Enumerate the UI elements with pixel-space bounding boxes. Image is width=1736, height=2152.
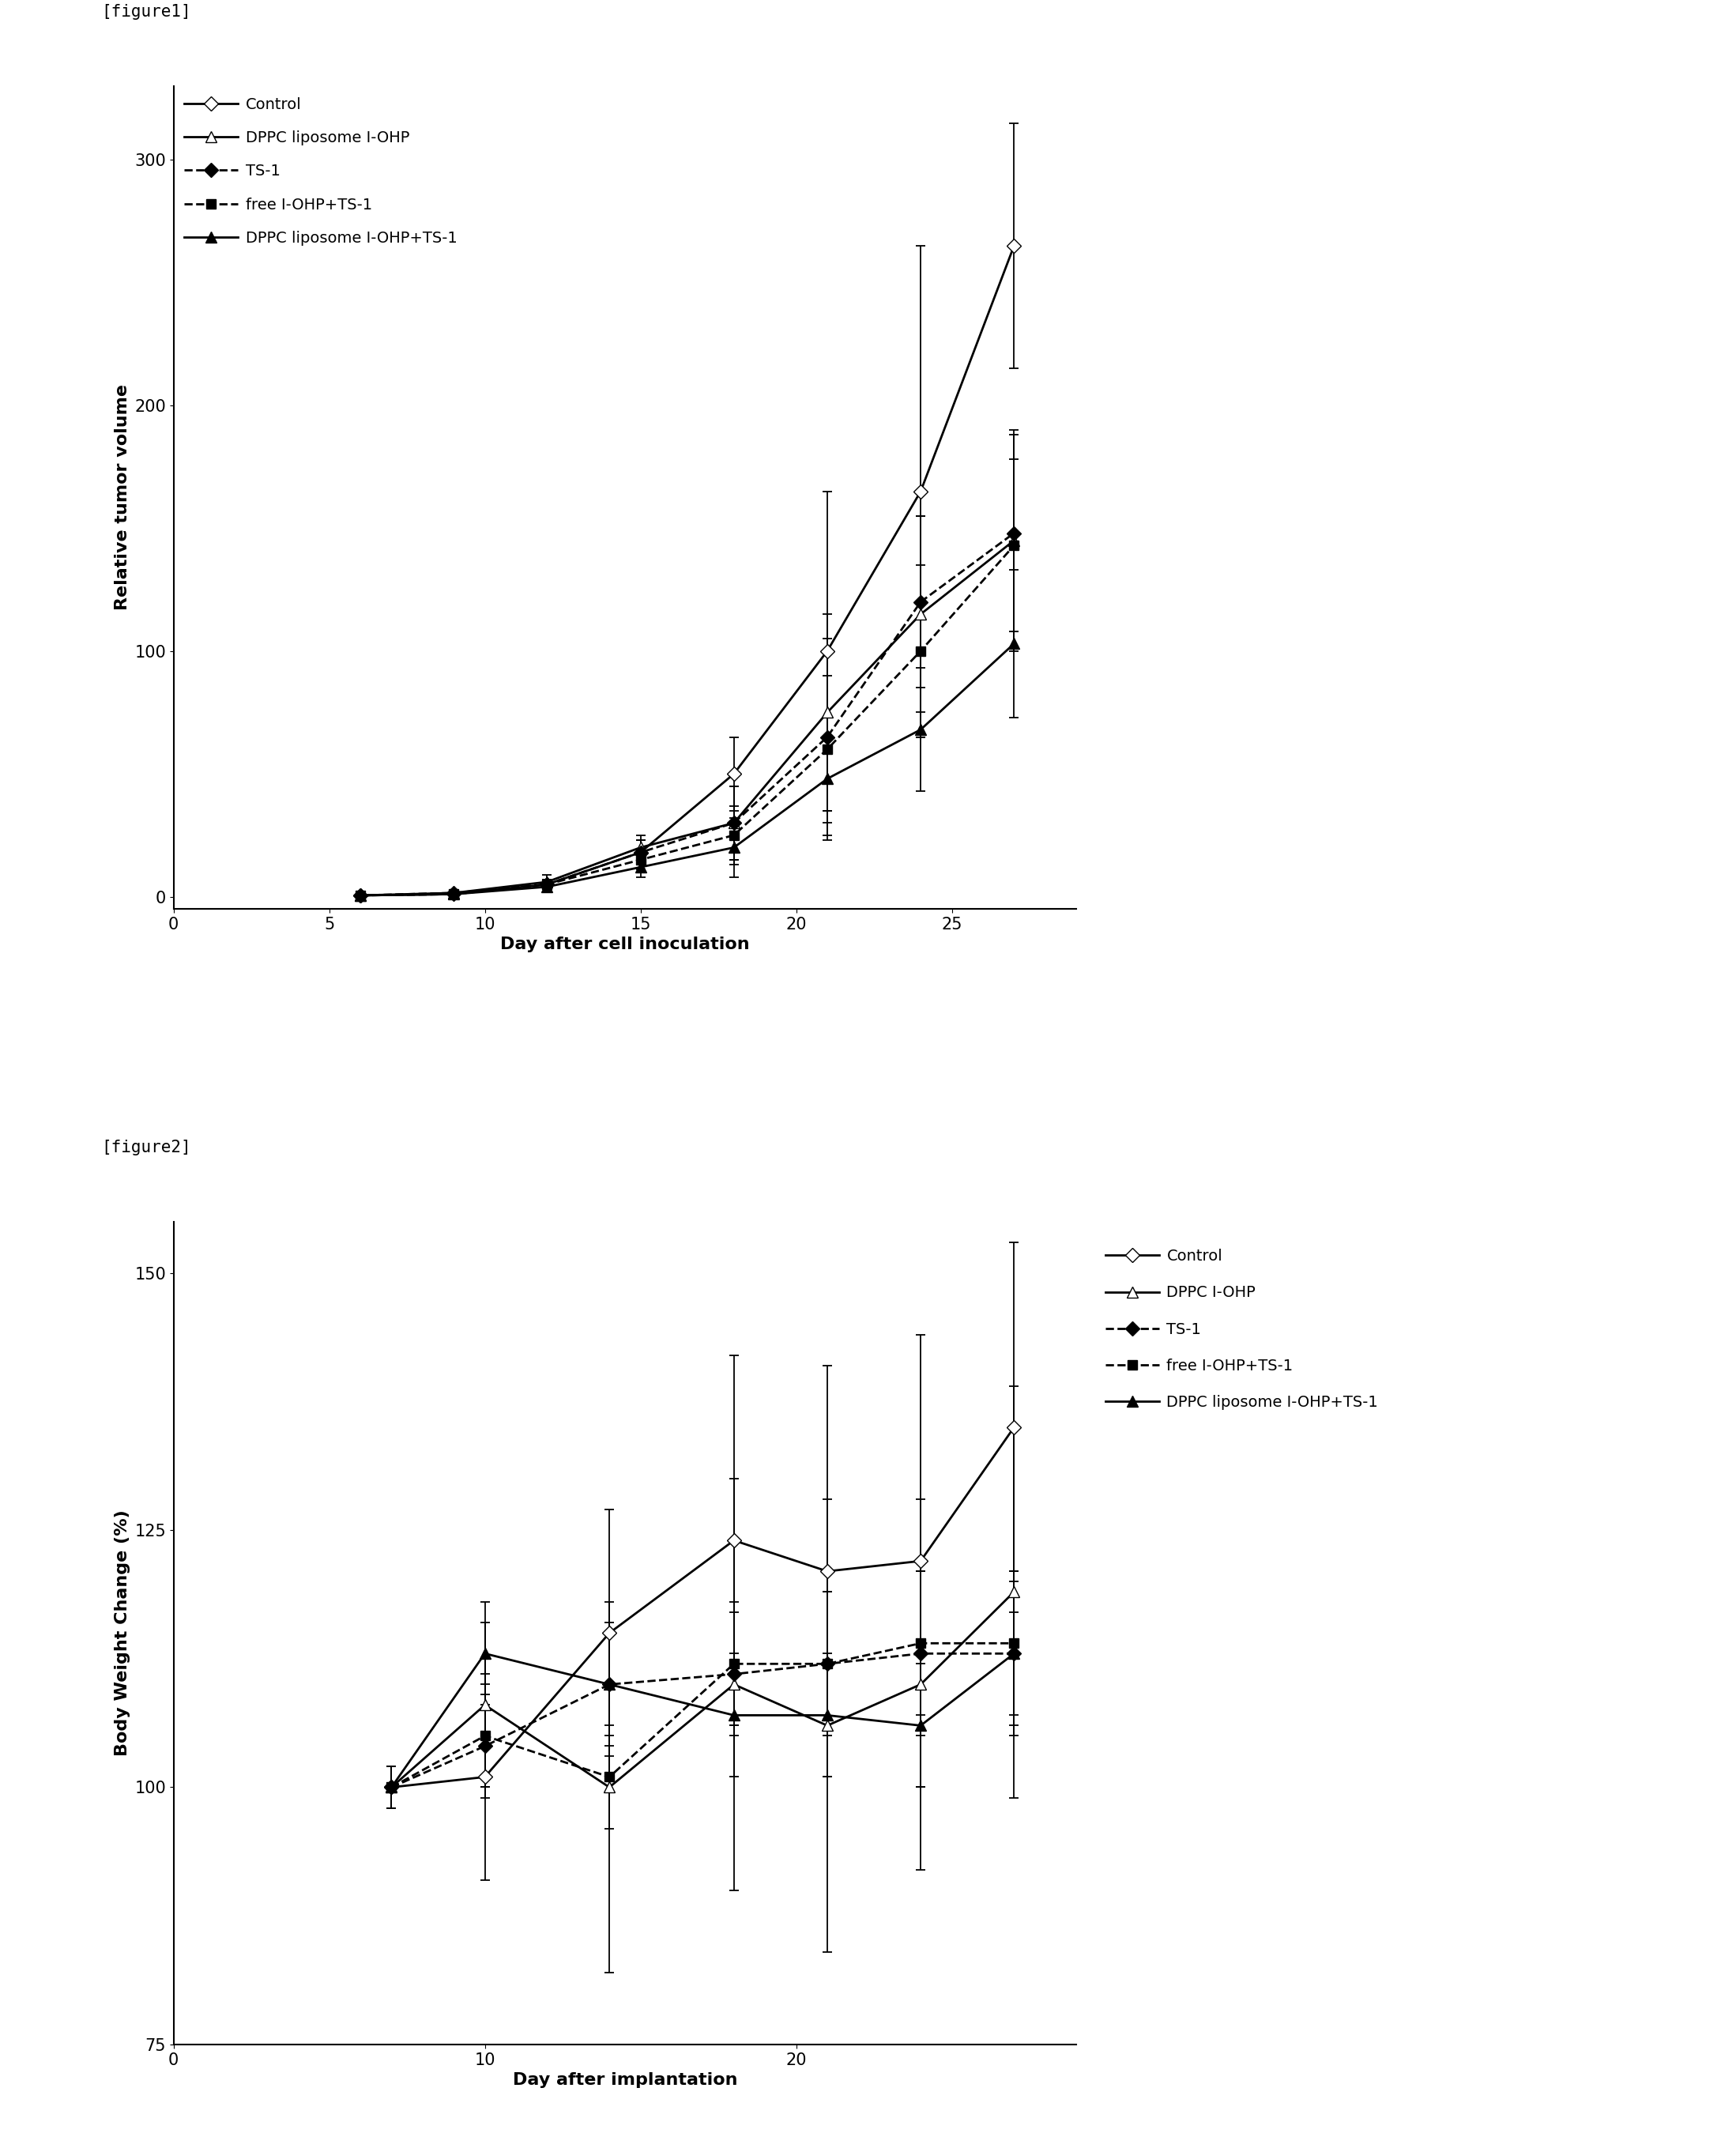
Y-axis label: Body Weight Change (%): Body Weight Change (%) — [115, 1511, 130, 1756]
X-axis label: Day after cell inoculation: Day after cell inoculation — [500, 936, 750, 953]
Text: [figure2]: [figure2] — [101, 1138, 191, 1156]
Legend: Control, DPPC I-OHP, TS-1, free I-OHP+TS-1, DPPC liposome I-OHP+TS-1: Control, DPPC I-OHP, TS-1, free I-OHP+TS… — [1099, 1242, 1384, 1416]
Text: [figure1]: [figure1] — [101, 4, 191, 19]
Y-axis label: Relative tumor volume: Relative tumor volume — [115, 385, 130, 611]
Legend: Control, DPPC liposome I-OHP, TS-1, free I-OHP+TS-1, DPPC liposome I-OHP+TS-1: Control, DPPC liposome I-OHP, TS-1, free… — [179, 90, 464, 252]
X-axis label: Day after implantation: Day after implantation — [512, 2072, 738, 2087]
